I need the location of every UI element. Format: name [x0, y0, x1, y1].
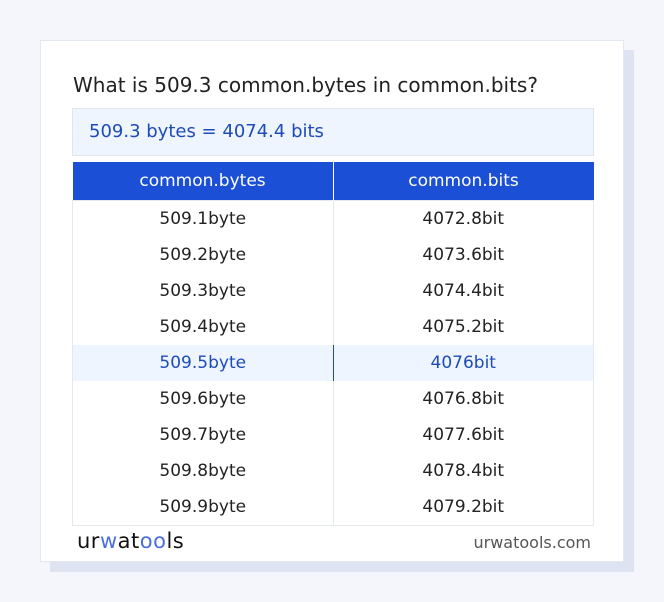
- table-row: 509.9byte 4079.2bit: [72, 489, 594, 526]
- table-row: 509.4byte 4075.2bit: [72, 309, 594, 345]
- bits-cell: 4076bit: [333, 345, 594, 381]
- column-header-bytes: common.bytes: [72, 162, 334, 201]
- bytes-cell: 509.6byte: [72, 381, 334, 417]
- converter-card: What is 509.3 common.bytes in common.bit…: [40, 40, 624, 562]
- site-domain: urwatools.com: [473, 533, 592, 552]
- table-row: 509.8byte 4078.4bit: [72, 453, 594, 489]
- bytes-cell: 509.4byte: [72, 309, 334, 345]
- bits-cell: 4073.6bit: [422, 245, 505, 265]
- bytes-cell: 509.2byte: [72, 237, 334, 273]
- column-header-bits: common.bits: [333, 162, 594, 201]
- conversion-table: common.bytes common.bits 509.1byte 4072.8…: [72, 162, 594, 526]
- bytes-cell: 509.3byte: [72, 273, 334, 309]
- result-box: 509.3 bytes = 4074.4 bits: [72, 108, 594, 156]
- bits-cell: 4074.4bit: [422, 281, 505, 301]
- bits-cell: 4075.2bit: [422, 317, 505, 337]
- table-row: 509.6byte 4076.8bit: [72, 381, 594, 417]
- urwatools-logo[interactable]: urwatools: [77, 529, 185, 553]
- page-title: What is 509.3 common.bytes in common.bit…: [73, 73, 538, 97]
- table-row: 509.3byte 4074.4bit: [72, 273, 594, 309]
- bits-cell: 4072.8bit: [422, 209, 505, 229]
- table-row: 509.7byte 4077.6bit: [72, 417, 594, 453]
- bits-cell: 4077.6bit: [422, 425, 505, 445]
- bytes-cell: 509.8byte: [72, 453, 334, 489]
- bytes-cell: 509.9byte: [72, 489, 334, 526]
- table-row: 509.2byte 4073.6bit: [72, 237, 594, 273]
- bits-cell: 4079.2bit: [422, 497, 505, 517]
- bytes-cell: 509.1byte: [72, 200, 334, 237]
- bytes-cell: 509.5byte: [72, 345, 334, 381]
- bits-cell: 4078.4bit: [422, 461, 505, 481]
- table-row: 509.1byte 4072.8bit: [72, 200, 594, 237]
- bytes-cell: 509.7byte: [72, 417, 334, 453]
- table-row: 509.5byte 4076bit: [72, 345, 594, 381]
- bits-cell: 4076.8bit: [422, 389, 505, 409]
